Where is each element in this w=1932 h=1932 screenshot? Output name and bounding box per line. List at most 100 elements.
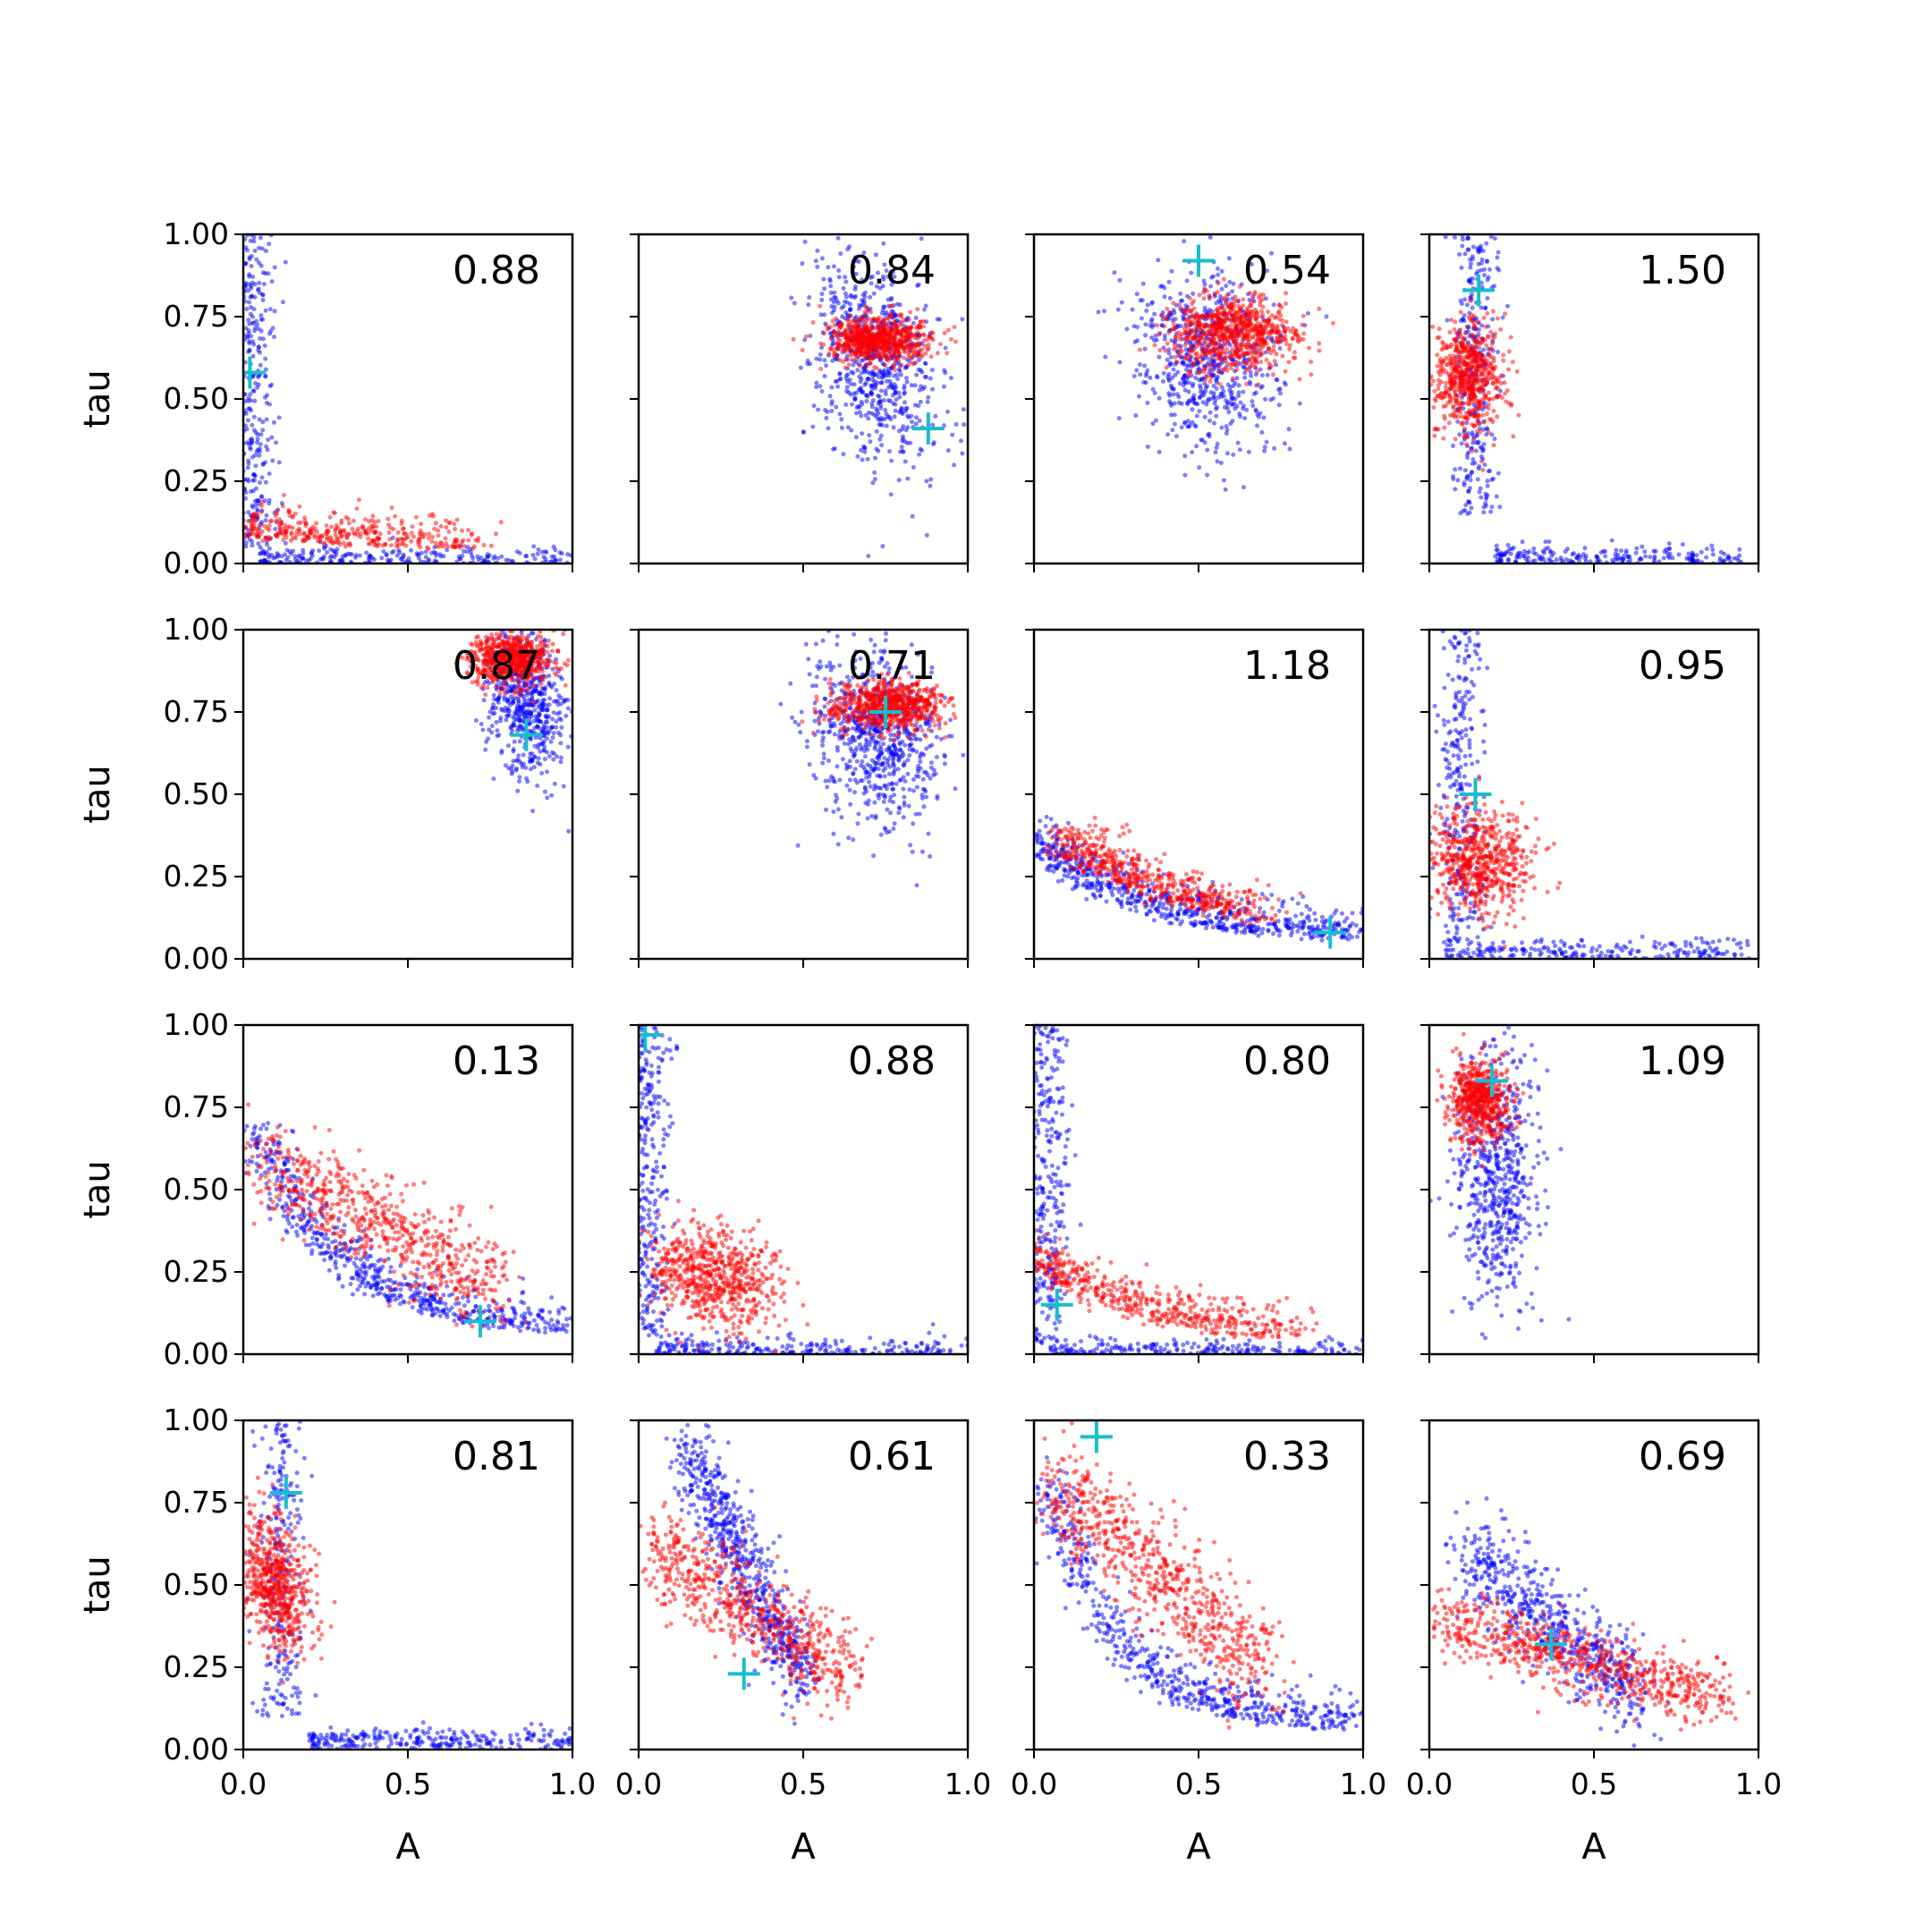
- blue-point: [250, 314, 255, 319]
- blue-point: [1207, 431, 1212, 436]
- red-point: [1248, 363, 1253, 369]
- blue-point: [1525, 550, 1530, 555]
- blue-point: [831, 341, 836, 346]
- blue-point: [845, 372, 851, 377]
- red-point: [880, 346, 886, 352]
- red-point: [360, 524, 365, 530]
- blue-point: [1276, 402, 1282, 408]
- red-point: [1300, 322, 1305, 327]
- blue-point: [1181, 314, 1186, 319]
- blue-point: [902, 400, 907, 405]
- blue-point: [1224, 424, 1229, 428]
- red-point: [1222, 319, 1227, 325]
- blue-point: [1181, 376, 1186, 381]
- blue-point: [1182, 472, 1188, 478]
- blue-point: [1200, 400, 1206, 405]
- blue-point: [1225, 451, 1230, 456]
- red-point: [1248, 291, 1253, 296]
- red-point: [1483, 324, 1488, 329]
- red-point: [413, 514, 419, 520]
- blue-point: [1133, 413, 1139, 418]
- blue-point: [808, 361, 813, 367]
- red-point: [1267, 366, 1272, 371]
- red-point: [1296, 339, 1301, 344]
- red-point: [1212, 292, 1217, 298]
- red-point: [1243, 367, 1249, 372]
- panel-value-label: 0.54: [1243, 248, 1331, 293]
- red-point: [1236, 352, 1241, 358]
- blue-point: [911, 320, 916, 326]
- blue-point: [942, 368, 947, 373]
- red-point: [1179, 332, 1184, 337]
- red-point: [1183, 356, 1188, 360]
- red-point: [1317, 348, 1322, 353]
- blue-point: [838, 376, 843, 381]
- red-point: [837, 358, 843, 363]
- red-point: [1202, 322, 1208, 327]
- blue-point: [276, 460, 282, 465]
- blue-point: [802, 337, 808, 343]
- red-point: [386, 516, 391, 521]
- blue-point: [928, 477, 934, 482]
- blue-point: [1265, 268, 1270, 274]
- red-point: [411, 534, 417, 539]
- blue-point: [1153, 418, 1158, 423]
- red-point: [1466, 341, 1470, 346]
- blue-point: [1221, 394, 1226, 399]
- blue-point: [884, 411, 889, 417]
- blue-point: [1464, 302, 1470, 308]
- blue-point: [251, 234, 257, 240]
- blue-point: [381, 549, 386, 554]
- red-point: [1227, 362, 1233, 368]
- red-point: [246, 533, 251, 538]
- blue-point: [855, 453, 860, 459]
- red-point: [893, 319, 898, 325]
- red-point: [1261, 318, 1267, 323]
- blue-point: [843, 402, 849, 407]
- red-point: [1477, 399, 1481, 404]
- blue-point: [889, 282, 894, 287]
- red-point: [935, 351, 940, 356]
- blue-point: [1221, 478, 1226, 483]
- blue-point: [246, 510, 251, 515]
- blue-point: [1643, 554, 1648, 559]
- red-point: [454, 517, 460, 522]
- blue-point: [852, 293, 858, 299]
- blue-point: [883, 388, 888, 394]
- blue-point: [832, 446, 837, 451]
- blue-point: [517, 775, 522, 780]
- blue-point: [1473, 448, 1479, 453]
- blue-point: [1625, 554, 1631, 559]
- red-point: [1260, 312, 1266, 318]
- blue-point: [243, 411, 249, 416]
- y-tick-label: 0.50: [164, 381, 229, 416]
- blue-point: [272, 335, 276, 340]
- red-point: [854, 350, 860, 355]
- blue-point: [1184, 278, 1190, 284]
- red-point: [1490, 396, 1496, 402]
- red-point: [1498, 373, 1504, 378]
- blue-point: [259, 494, 264, 499]
- red-point: [1452, 381, 1457, 386]
- blue-point: [262, 557, 267, 563]
- red-point: [881, 350, 886, 355]
- red-point: [1164, 317, 1169, 322]
- red-point: [837, 323, 843, 328]
- blue-point: [247, 339, 252, 344]
- blue-point: [1518, 551, 1523, 556]
- blue-point: [1190, 450, 1195, 455]
- blue-point: [924, 479, 929, 484]
- blue-point: [1205, 472, 1210, 478]
- blue-point: [901, 449, 906, 454]
- red-point: [1460, 414, 1464, 419]
- blue-point: [1462, 313, 1467, 318]
- red-point: [372, 520, 377, 525]
- red-point: [418, 545, 423, 550]
- blue-point: [252, 282, 258, 287]
- blue-point: [854, 405, 860, 411]
- blue-point: [1726, 555, 1732, 561]
- red-point: [1510, 360, 1515, 365]
- blue-point: [1694, 553, 1699, 558]
- blue-point: [255, 436, 260, 442]
- blue-point: [953, 422, 959, 427]
